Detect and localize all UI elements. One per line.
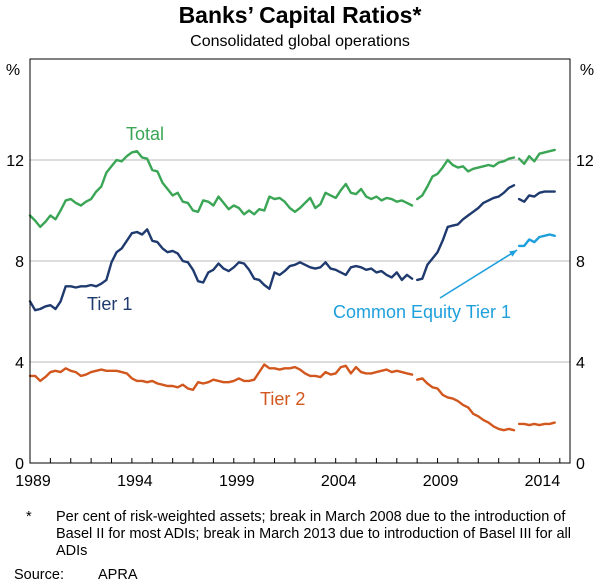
label-tier-1: Tier 1 (87, 294, 132, 314)
x-tick-label-2004: 2004 (321, 473, 357, 490)
chart-area: 1989 1994 1999 2004 2009 2014 0 0 4 4 8 8 12 12%% Tot… (6, 58, 594, 490)
series-labels: Total Tier 1 Common Equity Tier 1 Tier 2 (87, 124, 518, 409)
x-tick-label-2014: 2014 (525, 473, 561, 490)
series-line-tier-1-segment-2 (416, 184, 516, 282)
series-line-tier-1-segment-3 (517, 190, 556, 203)
source-value: APRA (98, 567, 138, 583)
series-line-total-segment-2 (416, 156, 516, 201)
y-tick-label-right-12: 12 (576, 153, 594, 170)
series-line-common-equity-tier-1-segment-1 (517, 233, 556, 248)
plot-border (29, 58, 571, 464)
cet1-arrow-head (509, 250, 518, 257)
y-tick-label-left-8: 8 (15, 254, 24, 271)
x-tick-label-1989: 1989 (15, 473, 51, 490)
label-common-equity-tier-1: Common Equity Tier 1 (333, 302, 511, 322)
cet1-arrow-line (439, 249, 518, 299)
footnote-marker: * (26, 509, 32, 525)
series-line-tier-2-segment-1 (28, 363, 414, 391)
y-unit-label-right: % (580, 62, 594, 79)
label-tier-2: Tier 2 (260, 389, 305, 409)
plot-frame (29, 58, 571, 464)
y-tick-label-right-8: 8 (576, 254, 585, 271)
chart-title: Banks’ Capital Ratios* (178, 2, 422, 28)
chart-subtitle: Consolidated global operations (190, 33, 410, 50)
y-tick-label-left-4: 4 (15, 355, 24, 372)
series-lines (28, 148, 556, 432)
axis-ticks: 1989 1994 1999 2004 2009 2014 0 0 4 4 8 8 12 12%% (6, 62, 594, 490)
series-line-total-segment-3 (517, 148, 556, 165)
label-total: Total (126, 124, 164, 144)
series-line-tier-1-segment-1 (28, 228, 414, 312)
x-tick-label-1999: 1999 (219, 473, 255, 490)
y-tick-label-right-0: 0 (576, 456, 585, 473)
series-line-tier-2-segment-2 (416, 377, 516, 432)
y-tick-label-left-12: 12 (6, 153, 24, 170)
y-tick-label-right-4: 4 (576, 355, 585, 372)
series-line-tier-2-segment-3 (517, 421, 556, 427)
y-unit-label-left: % (6, 62, 20, 79)
x-tick-label-1994: 1994 (117, 473, 153, 490)
series-line-total-segment-1 (28, 150, 414, 229)
x-tick-label-2009: 2009 (423, 473, 459, 490)
y-tick-label-left-0: 0 (15, 456, 24, 473)
source-label: Source: (14, 567, 64, 583)
footnote-text: Per cent of risk-weighted assets; break … (56, 509, 572, 559)
